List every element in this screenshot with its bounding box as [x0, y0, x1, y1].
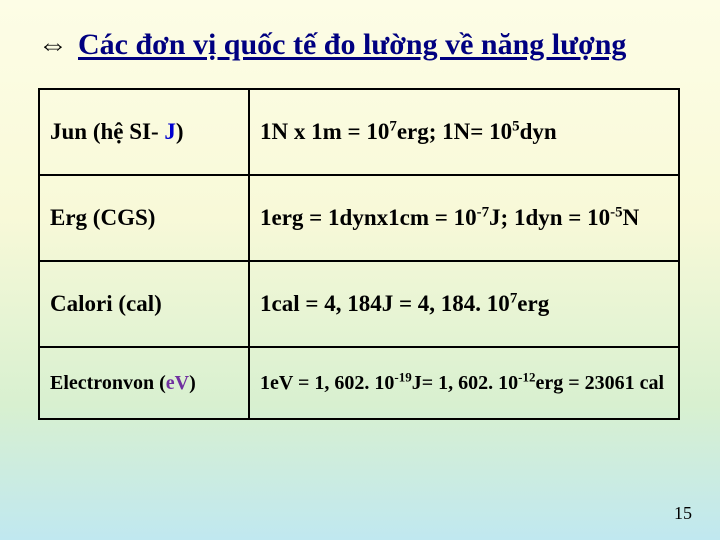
unit-value-cell: 1eV = 1, 602. 10-19J= 1, 602. 10-12erg =…: [249, 347, 679, 419]
table-row: Jun (hệ SI- J) 1N x 1m = 107erg; 1N= 105…: [39, 89, 679, 175]
table-row: Erg (CGS) 1erg = 1dynx1cm = 10-7J; 1dyn …: [39, 175, 679, 261]
unit-name-cell: Electronvon (eV): [39, 347, 249, 419]
unit-value-cell: 1N x 1m = 107erg; 1N= 105dyn: [249, 89, 679, 175]
units-table: Jun (hệ SI- J) 1N x 1m = 107erg; 1N= 105…: [38, 88, 680, 420]
unit-value-cell: 1erg = 1dynx1cm = 10-7J; 1dyn = 10-5N: [249, 175, 679, 261]
unit-name-cell: Jun (hệ SI- J): [39, 89, 249, 175]
unit-name-cell: Erg (CGS): [39, 175, 249, 261]
slide-title: Các đơn vị quốc tế đo lường về năng lượn…: [78, 28, 626, 62]
unit-name-cell: Calori (cal): [39, 261, 249, 347]
page-number: 15: [674, 503, 692, 524]
table-row: Electronvon (eV) 1eV = 1, 602. 10-19J= 1…: [39, 347, 679, 419]
unit-value-cell: 1cal = 4, 184J = 4, 184. 107erg: [249, 261, 679, 347]
slide-title-row: ⇔ Các đơn vị quốc tế đo lường về năng lư…: [38, 28, 682, 62]
double-arrow-icon: ⇔: [38, 30, 68, 60]
table-row: Calori (cal) 1cal = 4, 184J = 4, 184. 10…: [39, 261, 679, 347]
